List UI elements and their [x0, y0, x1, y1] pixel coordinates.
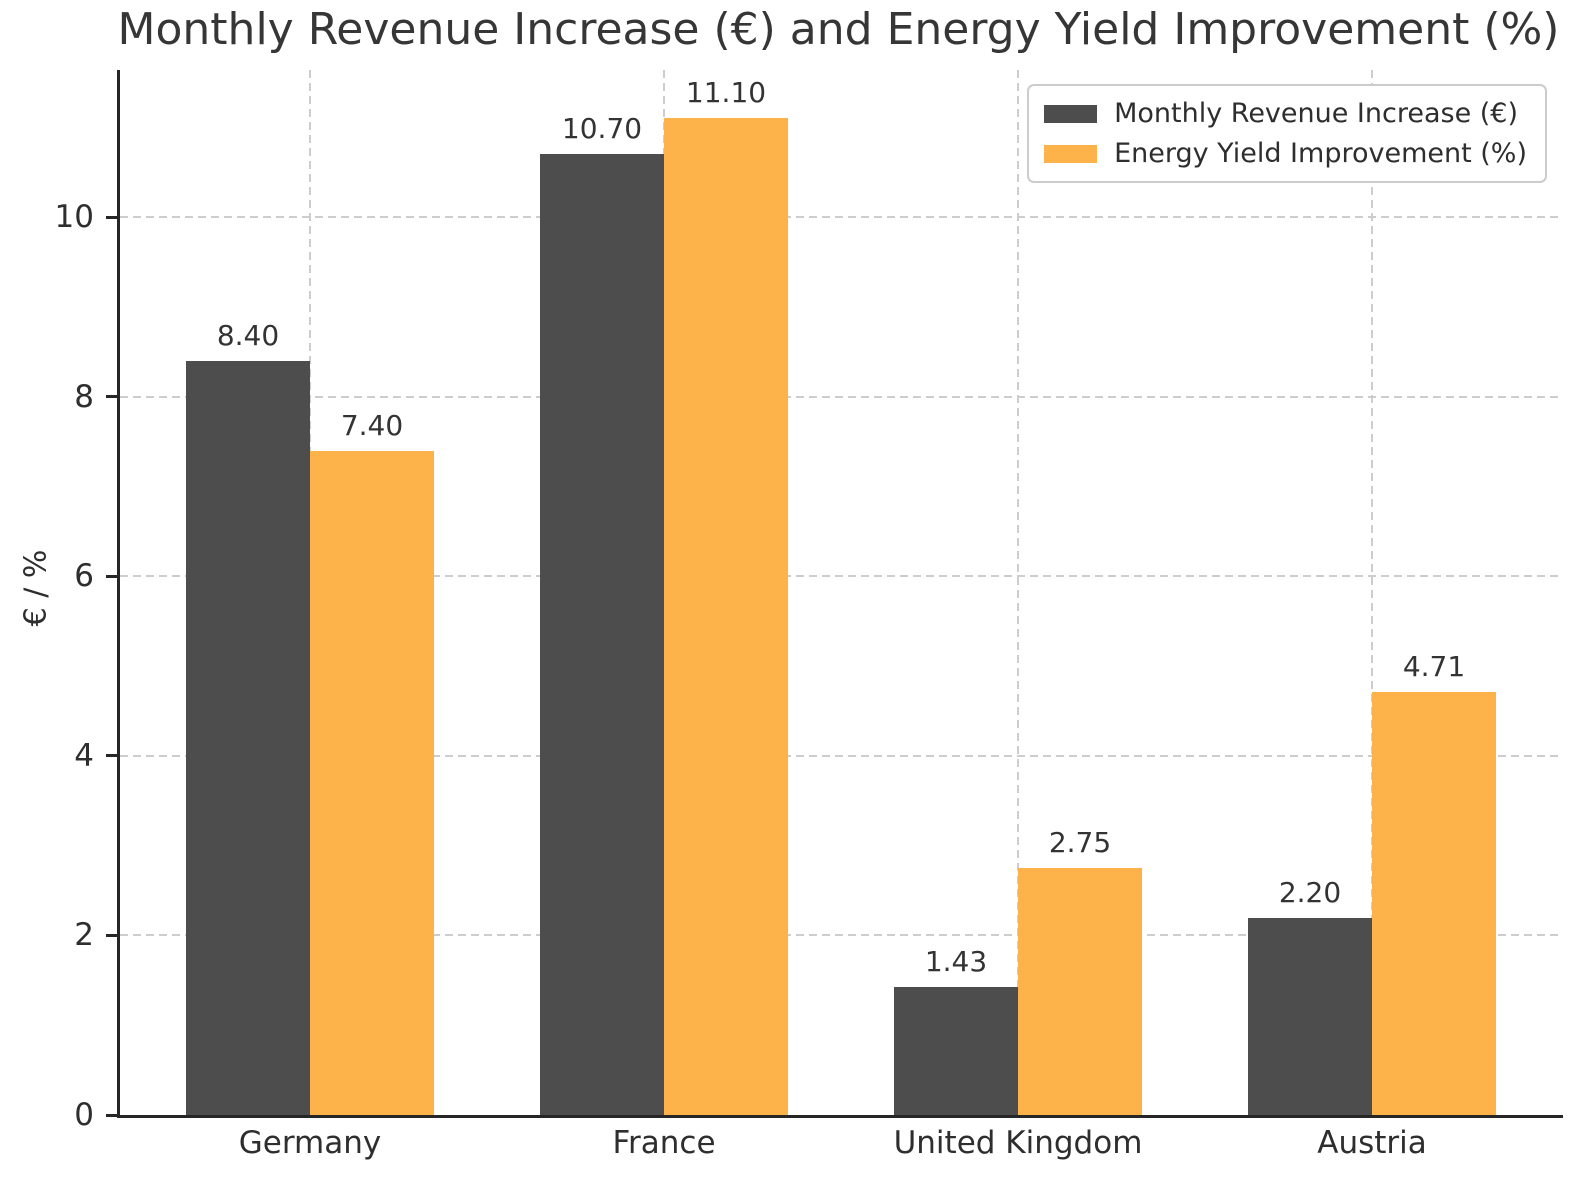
y-tick-label: 6: [74, 558, 94, 595]
y-tick-label: 4: [74, 737, 94, 774]
x-gridline: [1371, 70, 1373, 1115]
y-gridline: [120, 395, 1563, 398]
bar-value-label: 4.71: [1402, 650, 1466, 684]
legend: Monthly Revenue Increase (€) Energy Yield…: [1027, 84, 1547, 183]
y-tick-label: 0: [74, 1097, 94, 1133]
legend-swatch: [1044, 144, 1098, 163]
bar-monthly-revenue: [1248, 917, 1372, 1115]
x-tick-label: Germany: [238, 1125, 382, 1161]
bar-value-label: 10.70: [561, 112, 643, 146]
y-gridline: [120, 216, 1563, 219]
y-tick: [106, 754, 117, 758]
y-tick: [106, 215, 117, 219]
bar-value-label: 7.40: [340, 408, 404, 442]
bar-monthly-revenue: [186, 360, 310, 1115]
bar-energy-yield: [1018, 868, 1142, 1115]
y-tick-label: 10: [54, 199, 94, 236]
legend-item: Monthly Revenue Increase (€): [1044, 98, 1527, 129]
legend-item: Energy Yield Improvement (%): [1044, 138, 1527, 169]
legend-label: Energy Yield Improvement (%): [1114, 138, 1527, 169]
x-tick-label: France: [612, 1125, 716, 1161]
y-tick: [106, 933, 117, 937]
y-tick-label: 2: [74, 917, 94, 954]
y-tick-label: 8: [74, 378, 94, 415]
bar-energy-yield: [1372, 692, 1496, 1115]
bar-monthly-revenue: [894, 986, 1018, 1115]
legend-label: Monthly Revenue Increase (€): [1114, 98, 1519, 129]
plot-area: 0 2 4 6 8 10 Germany France United Kingdom Austri…: [55, 70, 1563, 1161]
bar-energy-yield: [664, 118, 788, 1115]
y-tick: [106, 395, 117, 399]
legend-swatch: [1044, 104, 1098, 123]
x-gridline: [1017, 70, 1019, 1115]
y-gridline: [120, 934, 1563, 937]
y-tick: [106, 1113, 117, 1117]
bar-value-label: 11.10: [685, 76, 767, 110]
x-tick-label: Austria: [1317, 1125, 1427, 1161]
bar-value-label: 2.75: [1048, 826, 1112, 860]
bar-value-label: 8.40: [216, 318, 280, 352]
bar-monthly-revenue: [540, 154, 664, 1115]
bar-value-label: 2.20: [1278, 875, 1342, 909]
y-gridline: [120, 575, 1563, 578]
chart-title: Monthly Revenue Increase (€) and Energy …: [117, 4, 1560, 55]
bar-energy-yield: [310, 450, 434, 1115]
x-tick-label: United Kingdom: [893, 1125, 1143, 1161]
bar-value-label: 1.43: [924, 944, 988, 978]
y-gridline: [120, 754, 1563, 757]
y-tick: [106, 574, 117, 578]
